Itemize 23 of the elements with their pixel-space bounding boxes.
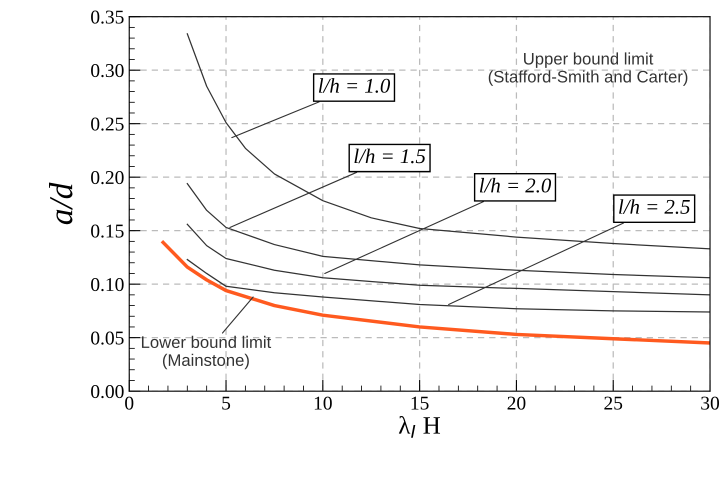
x-tick-label: 20 — [508, 396, 526, 410]
x-tick-label: 25 — [604, 396, 622, 410]
annotation: l/h = 1.5 — [354, 148, 426, 164]
x-axis-title: λ$_{I}$ H — [398, 416, 440, 438]
annotation: Upper bound limit (Stafford-Smith and Carter) — [488, 52, 688, 86]
y-axis-title: a/d — [49, 182, 72, 224]
x-tick-label: 5 — [222, 396, 230, 410]
y-tick-label: 0.10 — [91, 278, 124, 292]
annotation: l/h = 2.5 — [619, 199, 690, 214]
y-tick-label: 0.15 — [91, 224, 124, 238]
y-tick-label: 0.05 — [91, 331, 124, 345]
y-tick-label: 0.00 — [91, 384, 124, 398]
x-tick-label: 0 — [125, 396, 134, 410]
annotation: Lower bound limit (Mainstone) — [142, 336, 272, 370]
y-tick-label: 0.20 — [91, 170, 124, 184]
annotation: l/h = 2.0 — [480, 178, 552, 193]
y-tick-label: 0.35 — [91, 10, 124, 24]
annotation: l/h = 1.0 — [318, 78, 390, 93]
y-tick-label: 0.25 — [91, 117, 124, 131]
y-tick-label: 0.30 — [91, 64, 124, 78]
x-tick-label: 30 — [701, 396, 720, 410]
x-tick-label: 15 — [412, 396, 429, 410]
x-tick-label: 10 — [314, 396, 332, 410]
